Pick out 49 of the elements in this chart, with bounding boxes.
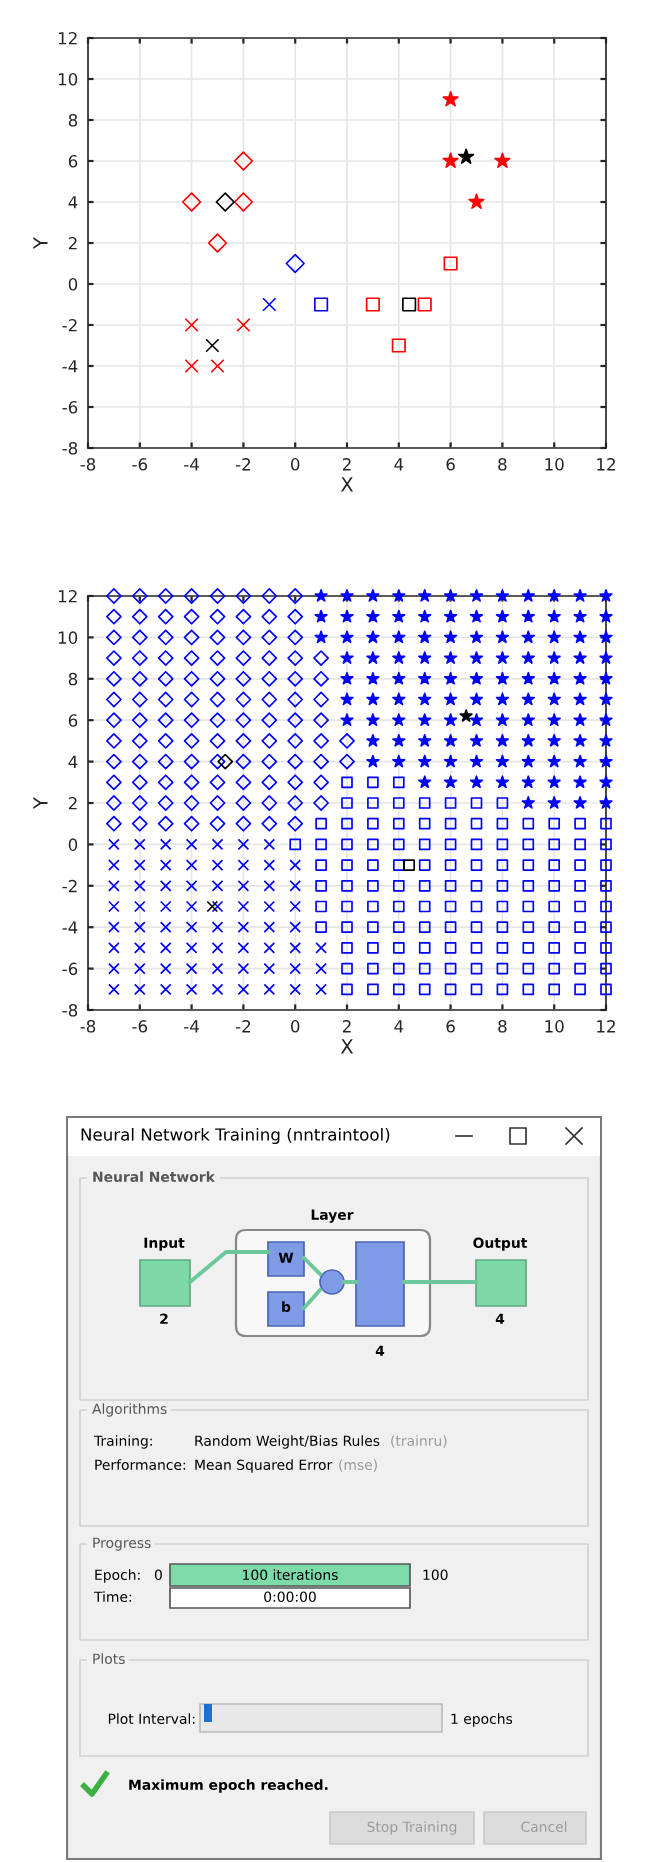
y-axis-title: Y xyxy=(33,237,48,249)
y-tick-label: 0 xyxy=(68,277,78,291)
x-tick-label: 12 xyxy=(597,1020,615,1033)
x-tick-label: -2 xyxy=(235,1020,251,1033)
x-tick-label: -8 xyxy=(80,458,96,471)
x-axis-title: X xyxy=(340,1039,354,1054)
y-tick-label: 8 xyxy=(68,113,78,127)
x-tick-label: -2 xyxy=(235,458,251,471)
x-tick-label: 10 xyxy=(545,1020,564,1033)
y-tick-label: -4 xyxy=(62,921,78,934)
y-tick-label: -6 xyxy=(62,962,78,976)
x-tick-label: 8 xyxy=(498,458,507,471)
x-tick-label: -8 xyxy=(80,1020,96,1033)
y-tick-label: 12 xyxy=(58,589,77,603)
y-tick-label: 2 xyxy=(68,796,77,810)
y-tick-label: 8 xyxy=(68,672,78,686)
y-tick-label: 4 xyxy=(68,196,78,209)
y-axis-title: Y xyxy=(33,797,48,809)
y-tick-label: 6 xyxy=(68,714,78,727)
x-tick-label: -6 xyxy=(132,458,148,471)
x-tick-label: 12 xyxy=(597,458,615,471)
y-tick-label: 2 xyxy=(68,236,77,250)
y-tick-label: 12 xyxy=(58,31,77,45)
y-tick-label: -6 xyxy=(62,400,78,414)
x-tick-label: 4 xyxy=(394,458,404,471)
x-tick-label: 6 xyxy=(446,1020,455,1033)
text: Neural Network Training (nntraintool) xyxy=(81,1127,390,1145)
y-tick-label: 10 xyxy=(58,72,78,86)
x-tick-label: 2 xyxy=(342,458,351,471)
y-tick-label: -8 xyxy=(62,1003,78,1017)
y-tick-label: -4 xyxy=(62,360,78,373)
x-tick-label: 8 xyxy=(498,1020,507,1033)
x-tick-label: -4 xyxy=(184,458,199,471)
y-tick-label: 6 xyxy=(68,154,78,168)
y-tick-label: 4 xyxy=(68,755,78,768)
x-tick-label: 0 xyxy=(291,458,300,471)
x-tick-label: -6 xyxy=(132,1020,148,1033)
y-tick-label: -2 xyxy=(62,879,77,893)
y-tick-label: 0 xyxy=(68,838,78,851)
x-tick-label: 10 xyxy=(545,458,564,471)
x-axis-title: X xyxy=(340,477,354,492)
x-tick-label: 0 xyxy=(291,1020,300,1033)
x-tick-label: -4 xyxy=(184,1020,199,1033)
x-tick-label: 6 xyxy=(446,458,455,471)
y-tick-label: -8 xyxy=(62,441,78,455)
y-tick-label: 10 xyxy=(58,631,78,644)
y-tick-label: -2 xyxy=(62,318,77,332)
x-tick-label: 2 xyxy=(342,1020,351,1033)
x-tick-label: 4 xyxy=(394,1020,404,1033)
